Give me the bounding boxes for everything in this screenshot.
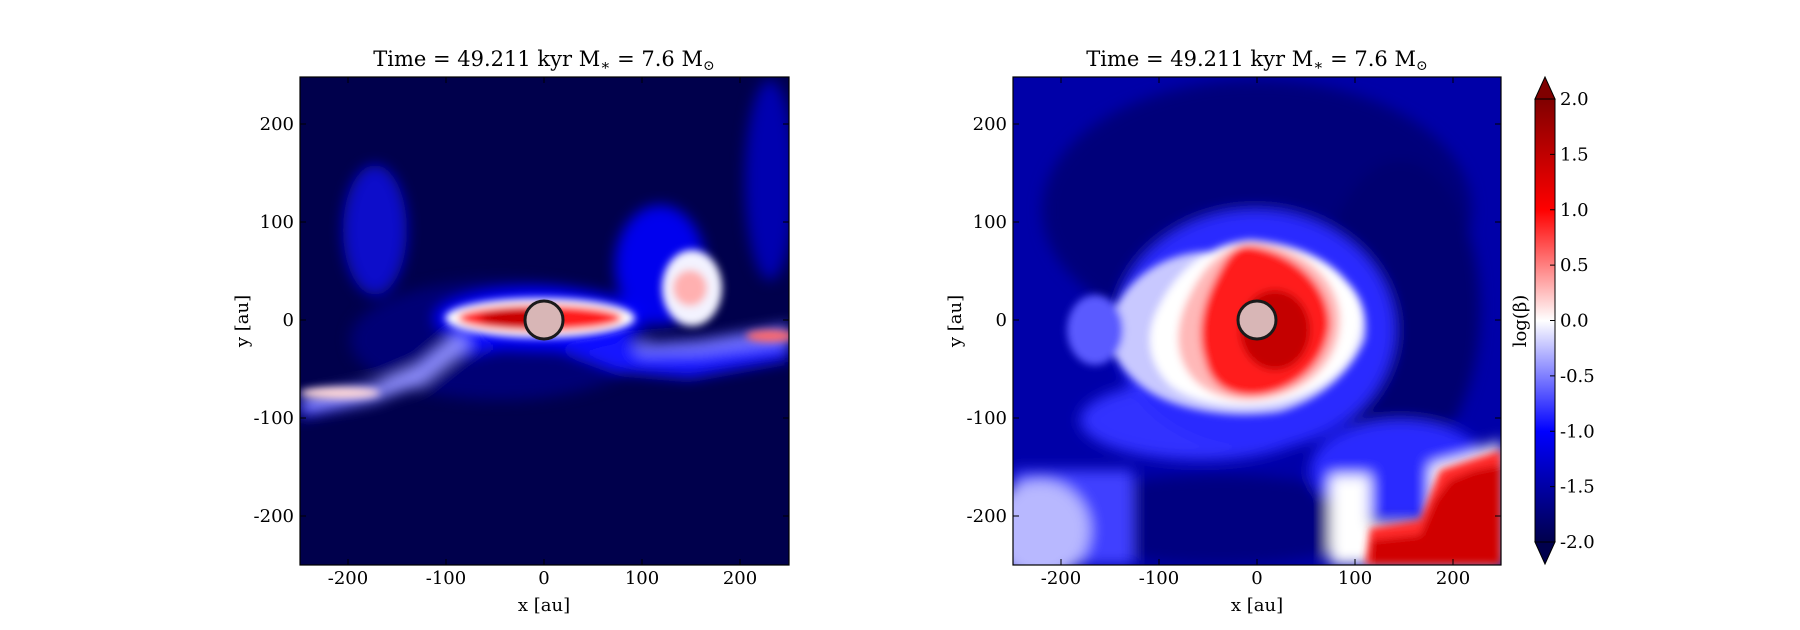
y-ticks-right: 200 100 0 -100 -200 <box>967 114 1501 527</box>
x-ticks-right: -200 -100 0 100 200 <box>1041 77 1470 589</box>
x-axis-label-right: x [au] <box>1231 595 1283 616</box>
sink-particle-marker-left <box>523 299 565 341</box>
x-tick-label: 0 <box>538 568 549 589</box>
x-tick-label: 200 <box>723 568 757 589</box>
y-axis-label-right: y [au] <box>945 295 966 348</box>
colorbar-tick-label: -1.5 <box>1560 477 1595 498</box>
x-tick-label: 0 <box>1251 568 1262 589</box>
colorbar-tick-label: 0.5 <box>1560 255 1589 276</box>
colorbar-extend-max <box>1534 75 1556 100</box>
colorbar-ticks: 2.0 1.5 1.0 0.5 0.0 -0.5 -1.0 -1.5 -2.0 <box>1550 89 1595 553</box>
panel-right: Time = 49.211 kyr M∗ = 7.6 M⊙ <box>945 47 1502 616</box>
x-axis-label-left: x [au] <box>518 595 570 616</box>
heatmap-left <box>300 77 789 565</box>
y-axis-label-left: y [au] <box>232 295 253 348</box>
x-ticks-left: -200 -100 0 100 200 <box>328 77 757 589</box>
colorbar-tick-label: -2.0 <box>1560 532 1595 553</box>
x-tick-label: 100 <box>1338 568 1372 589</box>
colorbar-tick-label: 1.5 <box>1560 144 1589 165</box>
heatmap-right <box>1013 77 1501 565</box>
colorbar: 2.0 1.5 1.0 0.5 0.0 -0.5 -1.0 -1.5 -2.0 log(β) <box>1510 75 1595 566</box>
colorbar-tick-label: -0.5 <box>1560 366 1595 387</box>
x-tick-label: 200 <box>1436 568 1470 589</box>
x-tick-label: 100 <box>625 568 659 589</box>
x-tick-label: -100 <box>1139 568 1179 589</box>
y-tick-label: 0 <box>283 310 294 331</box>
x-tick-label: -200 <box>328 568 368 589</box>
colorbar-tick-label: 0.0 <box>1560 311 1589 332</box>
panel-left: Time = 49.211 kyr M∗ = 7.6 M⊙ <box>232 47 790 616</box>
y-ticks-left: 200 100 0 -100 -200 <box>254 114 789 527</box>
x-tick-label: -100 <box>426 568 466 589</box>
y-tick-label: -200 <box>967 506 1007 527</box>
y-tick-label: -200 <box>254 506 294 527</box>
y-tick-label: 100 <box>973 212 1007 233</box>
colorbar-tick-label: 2.0 <box>1560 89 1589 110</box>
y-tick-label: -100 <box>254 408 294 429</box>
colorbar-tick-label: -1.0 <box>1560 421 1595 442</box>
colorbar-label: log(β) <box>1510 295 1531 348</box>
colorbar-tick-label: 1.0 <box>1560 200 1589 221</box>
sink-particle-marker-right <box>1236 299 1278 341</box>
y-tick-label: 0 <box>996 310 1007 331</box>
y-tick-label: 200 <box>973 114 1007 135</box>
panel-left-title: Time = 49.211 kyr M∗ = 7.6 M⊙ <box>373 47 714 74</box>
colorbar-extend-min <box>1534 541 1556 566</box>
y-tick-label: 200 <box>260 114 294 135</box>
panel-right-title: Time = 49.211 kyr M∗ = 7.6 M⊙ <box>1086 47 1427 74</box>
y-tick-label: 100 <box>260 212 294 233</box>
x-tick-label: -200 <box>1041 568 1081 589</box>
y-tick-label: -100 <box>967 408 1007 429</box>
